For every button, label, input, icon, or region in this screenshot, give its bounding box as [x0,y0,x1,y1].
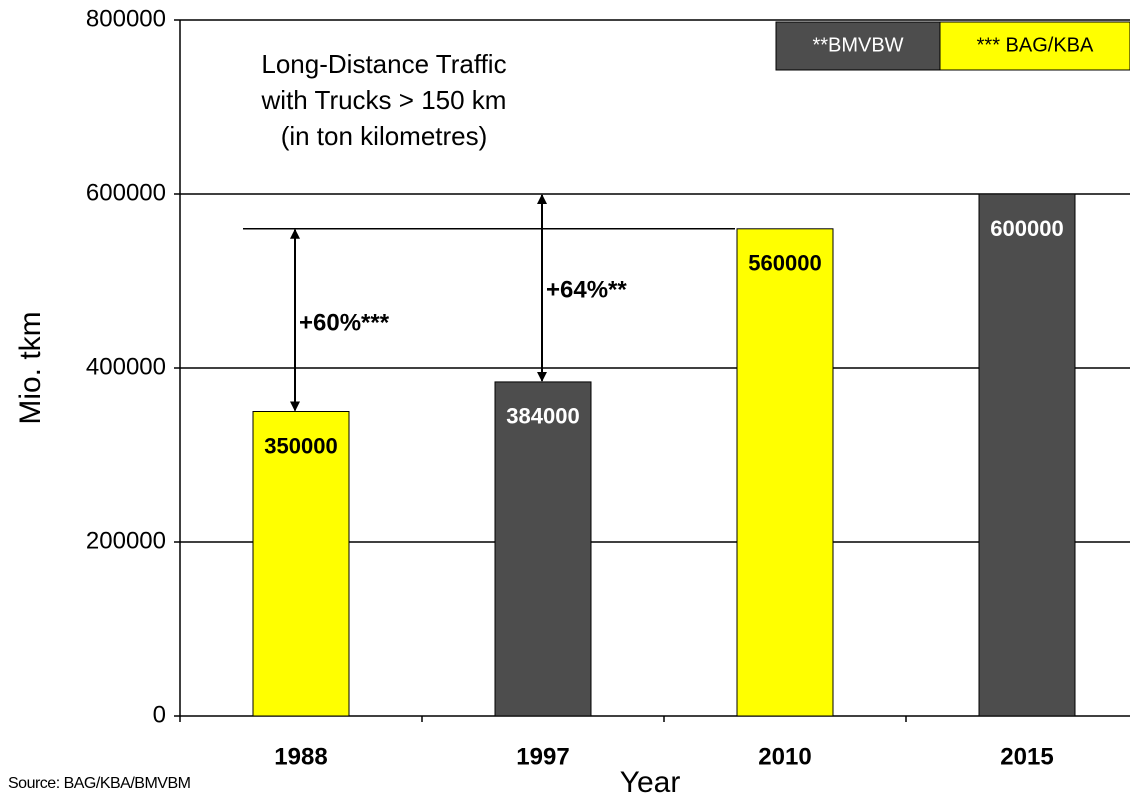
bar [736,228,834,717]
data-label: 350000 [264,433,337,458]
bar [252,411,350,717]
chart-title: Long-Distance Traffic [261,49,506,79]
y-tick-label: 800000 [86,5,166,32]
legend-swatch [939,21,1130,71]
x-tick-label: 1988 [274,743,327,770]
source-note: Source: BAG/KBA/BMVBM [8,775,191,792]
x-tick-label: 1997 [516,743,569,770]
y-tick-label: 400000 [86,353,166,380]
x-tick-label: 2010 [758,743,811,770]
y-tick-label: 0 [153,701,166,728]
x-axis-label: Year [620,766,681,799]
x-tick-label: 2015 [1000,743,1053,770]
bar [494,381,592,717]
y-tick-label: 200000 [86,527,166,554]
legend-label: **BMVBW [812,34,903,56]
chart-title: (in ton kilometres) [281,121,488,151]
y-axis-label: Mio. tkm [14,311,47,424]
bar [978,193,1076,717]
data-label: 600000 [990,216,1063,241]
annotation-text: +60%*** [299,309,390,336]
chart-title: with Trucks > 150 km [261,85,507,115]
data-label: 384000 [506,404,579,429]
y-tick-label: 600000 [86,179,166,206]
legend-swatch [775,21,941,71]
annotation-text: +64%** [546,276,627,303]
data-label: 560000 [748,251,821,276]
legend-label: *** BAG/KBA [977,34,1094,56]
